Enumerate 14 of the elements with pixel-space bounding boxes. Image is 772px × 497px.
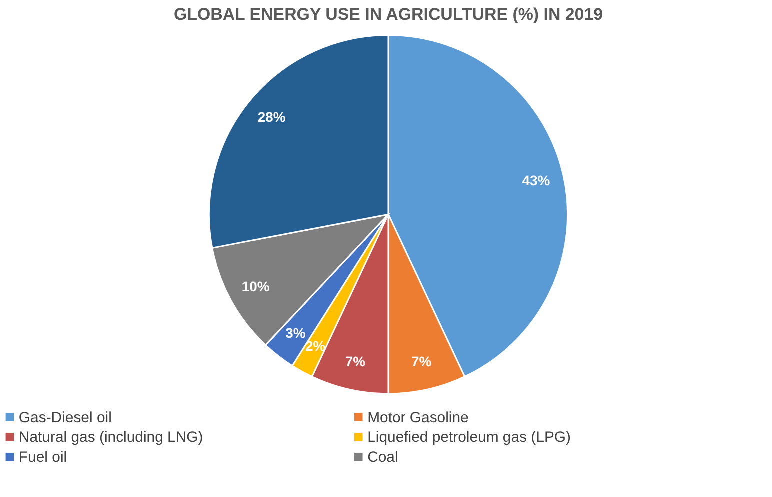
legend-label: Fuel oil — [18, 449, 68, 466]
data-label: 7% — [345, 353, 366, 370]
data-label: 43% — [522, 172, 551, 189]
legend-label: Natural gas (including LNG) — [18, 429, 204, 446]
data-label: 3% — [286, 325, 306, 342]
legend-label: Coal — [368, 449, 398, 466]
data-label: 2% — [305, 338, 326, 354]
data-label: 7% — [411, 353, 432, 370]
legend-label: Liquefied petroleum gas (LPG) — [368, 429, 572, 446]
data-label: 28% — [258, 109, 286, 126]
legend-label: Gas-Diesel oil — [18, 409, 112, 426]
legend-label: Motor Gasoline — [368, 409, 469, 426]
chart-title: GLOBAL ENERGY USE IN AGRICULTURE (%) IN 2019 — [174, 4, 604, 24]
data-label: 10% — [242, 278, 270, 295]
